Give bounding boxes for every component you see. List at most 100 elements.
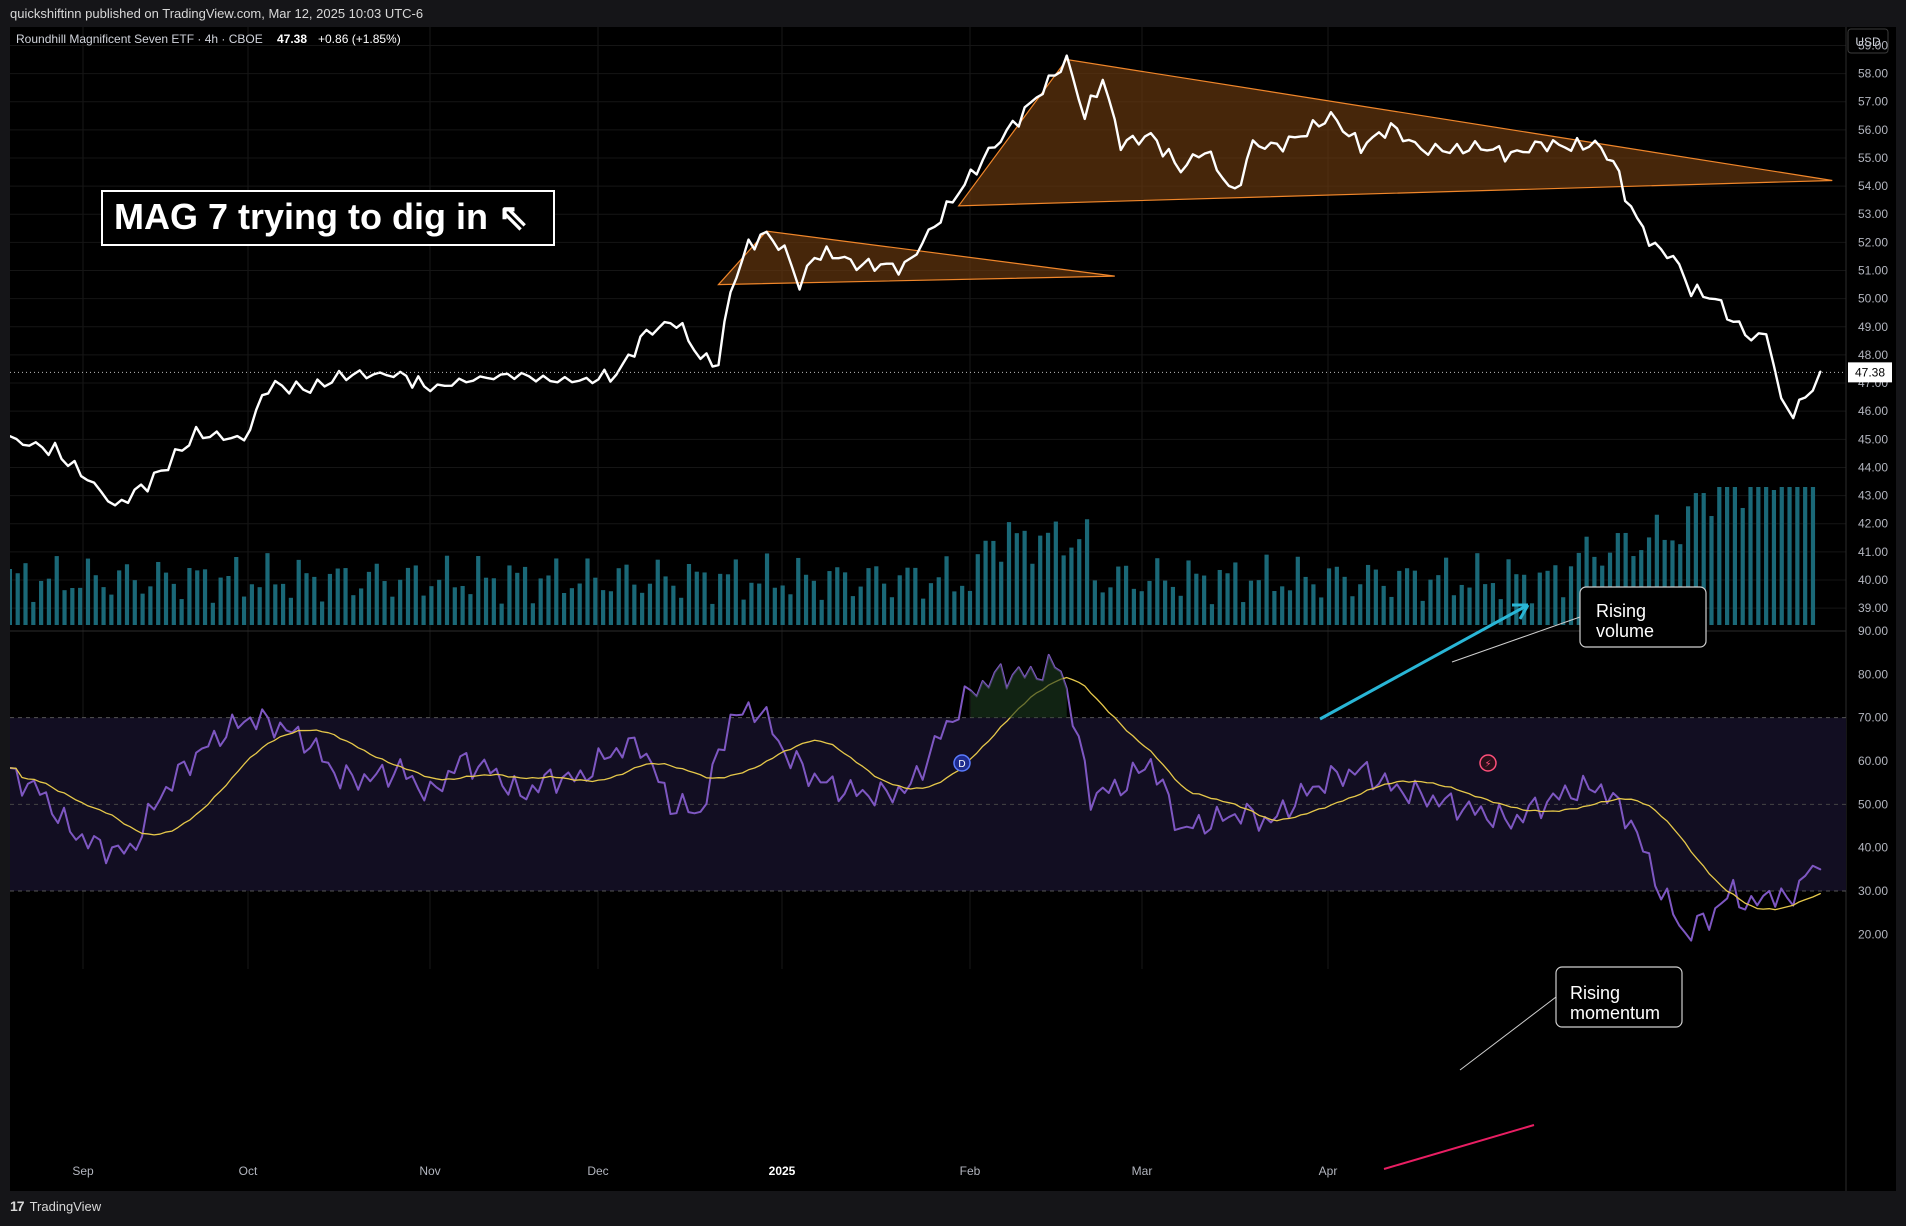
momentum-trend-line	[1383, 1124, 1535, 1170]
volume-bar	[156, 561, 161, 625]
volume-bar	[780, 585, 785, 625]
volume-bar	[882, 583, 887, 625]
volume-bar	[359, 588, 364, 625]
volume-bar	[249, 584, 254, 625]
volume-bar	[39, 580, 44, 625]
volume-bar	[1553, 565, 1558, 625]
volume-bar	[1764, 487, 1769, 625]
volume-bar	[1108, 587, 1113, 625]
volume-bar	[1053, 521, 1058, 625]
symbol-legend: Roundhill Magnificent Seven ETF · 4h · C…	[16, 32, 263, 46]
volume-bar	[624, 564, 629, 625]
volume-bar	[1451, 595, 1457, 625]
volume-bar	[936, 577, 941, 625]
volume-bar	[1069, 547, 1074, 625]
volume-bar	[718, 573, 723, 625]
volume-bar	[93, 575, 98, 625]
change-legend: +0.86 (+1.85%)	[318, 32, 401, 46]
volume-bar	[1725, 487, 1730, 625]
volume-callout-line: volume	[1596, 621, 1654, 641]
volume-bar	[218, 577, 223, 625]
volume-bar	[429, 586, 434, 625]
volume-bar	[179, 599, 184, 625]
volume-bar	[10, 569, 12, 625]
volume-callout-line: Rising	[1596, 601, 1646, 621]
volume-bar	[1116, 566, 1121, 625]
volume-bar	[725, 574, 731, 625]
volume-bar	[124, 564, 130, 625]
volume-bar	[889, 597, 895, 625]
volume-bar	[1561, 597, 1566, 625]
currency-button[interactable]	[1847, 28, 1889, 54]
volume-bar	[85, 558, 91, 625]
volume-bar	[569, 588, 574, 625]
volume-bar	[546, 575, 551, 625]
volume-bar	[1272, 591, 1277, 625]
volume-bar	[1334, 566, 1339, 625]
volume-bar	[733, 559, 738, 625]
volume-bar	[234, 557, 239, 625]
price-tick-label: 57.00	[1858, 95, 1888, 109]
volume-bar	[749, 582, 754, 625]
volume-bar	[413, 565, 418, 625]
volume-bar	[850, 596, 855, 625]
volume-bar	[23, 563, 28, 625]
volume-bar	[452, 587, 457, 625]
volume-bar	[132, 580, 137, 625]
volume-bar	[210, 602, 215, 625]
volume-bar	[171, 583, 176, 625]
time-tick-label: 2025	[769, 1164, 796, 1178]
volume-bar	[1397, 570, 1402, 625]
volume-bar	[1498, 599, 1503, 625]
volume-bar	[1014, 533, 1019, 625]
volume-bar	[1077, 539, 1082, 625]
volume-bar	[1459, 584, 1464, 625]
volume-bar	[1709, 516, 1714, 625]
publisher-line: quickshiftinn published on TradingView.c…	[10, 6, 424, 21]
volume-bar	[15, 573, 20, 625]
volume-bar	[991, 540, 996, 625]
rsi-tick-label: 60.00	[1858, 754, 1888, 768]
volume-bar	[288, 597, 293, 625]
volume-bar	[1326, 568, 1332, 625]
triangle-pattern-large	[957, 58, 1833, 207]
volume-bar	[1147, 580, 1152, 625]
price-tick-label: 41.00	[1858, 545, 1888, 559]
volume-bar	[842, 572, 848, 625]
price-tick-label: 56.00	[1858, 123, 1888, 137]
volume-bar	[499, 603, 504, 625]
volume-bar	[561, 592, 567, 625]
chart-area[interactable]: Rising volume Rising momentum USD 59.00 58.00…	[10, 27, 1896, 1191]
volume-bar	[640, 592, 645, 625]
volume-bar	[1389, 596, 1394, 625]
volume-bar	[1475, 553, 1480, 625]
volume-bar	[1444, 557, 1449, 625]
volume-bar	[507, 565, 512, 625]
volume-bar	[1748, 487, 1753, 625]
volume-bar	[1646, 537, 1652, 625]
volume-bar	[515, 572, 520, 625]
flash-marker-icon[interactable]	[1479, 754, 1497, 772]
volume-bar	[772, 587, 777, 625]
volume-bar	[54, 556, 59, 625]
volume-bar	[265, 553, 270, 625]
volume-bar	[983, 540, 988, 625]
time-tick-label: Sep	[72, 1164, 94, 1178]
volume-bar	[1787, 487, 1792, 625]
price-tick-label: 55.00	[1858, 151, 1888, 165]
volume-bar	[1342, 576, 1347, 625]
volume-bar	[1803, 487, 1808, 625]
volume-bar	[616, 568, 621, 625]
volume-bar	[1740, 507, 1745, 625]
volume-bar	[140, 593, 145, 625]
volume-bar	[1381, 585, 1386, 625]
volume-bar	[671, 585, 676, 625]
dividend-marker-icon[interactable]	[953, 754, 971, 772]
volume-bar	[1186, 560, 1191, 625]
volume-bar	[109, 594, 114, 625]
volume-bar	[1483, 584, 1488, 625]
volume-bar	[796, 557, 801, 625]
last-price-legend: 47.38	[277, 32, 307, 46]
time-tick-label: Nov	[419, 1164, 440, 1178]
